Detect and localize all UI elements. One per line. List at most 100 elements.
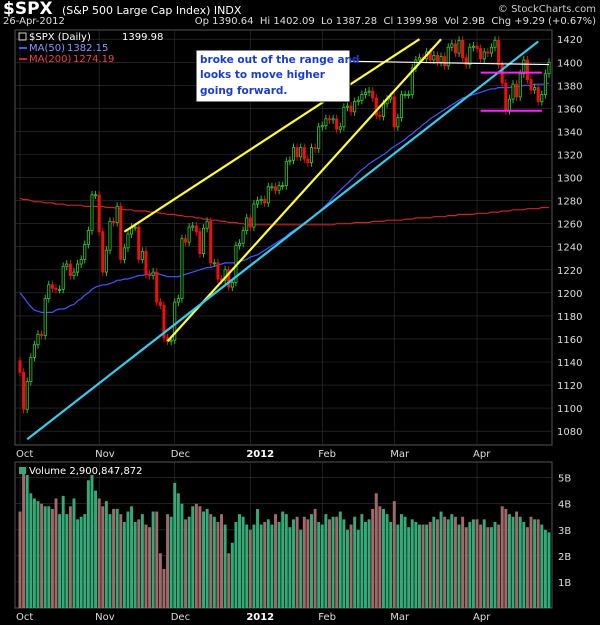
- candle-body: [399, 94, 403, 119]
- volume-bar: [407, 527, 411, 608]
- candle-body: [191, 225, 195, 228]
- candle-series: [18, 36, 551, 414]
- volume-bar: [137, 519, 141, 608]
- candle-body: [378, 114, 382, 117]
- quote-summary: Op 1390.64 Hi 1402.09 Lo 1387.28 Cl 1399…: [194, 16, 596, 27]
- legend-ma50-name: MA(50): [29, 43, 65, 54]
- volume-bar: [191, 506, 195, 608]
- volume-bar: [83, 514, 87, 608]
- volume-bar: [410, 519, 414, 608]
- volume-bar: [443, 516, 447, 608]
- candle-body: [338, 126, 342, 130]
- candle-body: [342, 106, 346, 128]
- price-y-tick-label: 1160: [557, 335, 582, 346]
- volume-bar: [29, 493, 33, 608]
- legend-ma200-value: 1274.19: [73, 54, 114, 65]
- legend-price-value: 1399.98: [122, 32, 163, 43]
- volume-bar: [90, 475, 94, 608]
- volume-bar: [281, 511, 285, 608]
- volume-bar: [536, 519, 540, 608]
- volume-bar: [533, 519, 537, 608]
- candle-body: [61, 265, 65, 290]
- candle-body: [126, 233, 130, 249]
- price-x-tick-label: Nov: [95, 449, 115, 460]
- candle-body: [273, 186, 278, 191]
- candle-body: [493, 39, 497, 48]
- candle-body: [320, 125, 324, 128]
- candle-body: [18, 360, 22, 373]
- candle-body: [122, 247, 126, 260]
- volume-bar: [115, 508, 119, 608]
- volume-bar: [421, 524, 425, 608]
- volume-bar: [187, 516, 191, 608]
- volume-bar: [241, 516, 245, 608]
- volume-bar: [525, 527, 529, 608]
- volume-bar: [389, 521, 393, 608]
- volume-bar: [288, 527, 292, 608]
- candle-body: [349, 105, 353, 113]
- candle-body: [335, 118, 339, 130]
- ticker-description: (S&P 500 Large Cap Index) INDX: [62, 4, 242, 17]
- volume-bar: [230, 542, 234, 608]
- candle-body: [407, 94, 411, 96]
- price-y-tick-label: 1180: [557, 312, 582, 323]
- volume-bar: [331, 516, 335, 608]
- volume-bar: [479, 524, 483, 608]
- candle-body: [86, 230, 90, 245]
- candle-body: [68, 263, 72, 276]
- volume-bar: [234, 521, 238, 608]
- candle-body: [263, 199, 267, 204]
- volume-bar: [500, 506, 504, 608]
- volume-bar: [97, 498, 101, 608]
- volume-bar: [238, 514, 241, 608]
- volume-bar: [302, 516, 306, 608]
- volume-bar: [169, 516, 173, 608]
- candle-body: [25, 381, 29, 410]
- candle-body: [194, 225, 198, 233]
- candle-body: [529, 79, 533, 91]
- volume-x-tick-label: 2012: [246, 612, 274, 623]
- volume-bar: [346, 529, 349, 608]
- candle-body: [439, 56, 443, 63]
- volume-bar: [310, 514, 313, 608]
- volume-bar: [266, 519, 270, 608]
- candle-body: [227, 269, 231, 288]
- volume-bar: [227, 553, 231, 608]
- candle-body: [259, 199, 263, 202]
- candle-body: [468, 46, 472, 65]
- candle-body: [144, 250, 148, 275]
- candle-body: [155, 271, 159, 303]
- volume-bar: [256, 508, 259, 608]
- volume-bar: [32, 498, 36, 608]
- volume-x-tick-label: Nov: [95, 612, 115, 623]
- candle-body: [32, 344, 36, 358]
- volume-bar: [140, 514, 144, 608]
- volume-bar: [299, 529, 303, 608]
- candle-body: [525, 59, 529, 80]
- candle-body: [410, 67, 414, 95]
- candle-body: [284, 161, 288, 187]
- candle-body: [540, 94, 544, 102]
- candle-body: [58, 288, 62, 291]
- candle-body: [446, 46, 450, 67]
- candle-body: [536, 87, 540, 102]
- candle-body: [489, 46, 493, 54]
- candle-body: [543, 73, 547, 95]
- candle-body: [212, 262, 216, 265]
- trendline-upper-yellow: [123, 38, 421, 233]
- candle-body: [435, 54, 439, 63]
- volume-bar: [94, 490, 98, 608]
- volume-bar: [180, 503, 184, 608]
- candle-body: [79, 259, 83, 265]
- price-x-tick-label: Mar: [390, 449, 410, 460]
- volume-bar: [349, 524, 353, 608]
- volume-bar: [507, 514, 511, 608]
- volume-bar: [306, 519, 310, 608]
- volume-bar: [543, 529, 547, 608]
- candle-body: [486, 51, 490, 54]
- volume-bar: [194, 503, 198, 608]
- candle-body: [151, 271, 155, 276]
- candle-body: [112, 220, 116, 223]
- volume-bar: [158, 553, 162, 608]
